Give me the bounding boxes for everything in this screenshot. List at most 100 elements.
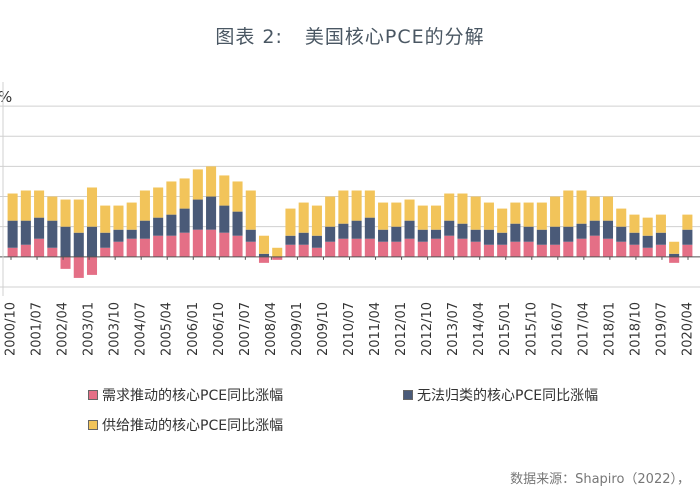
bar-demand (34, 238, 45, 257)
x-tick-label: 2015/10 (524, 302, 539, 356)
bar-demand (483, 244, 494, 257)
bar-unclassified (470, 229, 481, 242)
bar-unclassified (536, 229, 547, 245)
bar-unclassified (60, 226, 71, 257)
bar-supply (245, 190, 256, 230)
bar-unclassified (113, 229, 124, 242)
bar-demand (655, 244, 666, 257)
x-tick-label: 2001/07 (30, 302, 45, 356)
bar-unclassified (245, 229, 256, 242)
bar-unclassified (576, 223, 587, 239)
bar-demand (139, 238, 150, 257)
bar-demand (126, 238, 137, 257)
bar-demand (576, 238, 587, 257)
x-tick-label: 2007/07 (238, 302, 253, 356)
bar-supply (576, 190, 587, 224)
bar-supply (563, 190, 574, 227)
bar-supply (642, 217, 653, 236)
bar-demand (219, 232, 230, 257)
bar-supply (7, 193, 18, 221)
bar-demand (272, 256, 283, 260)
bar-supply (470, 196, 481, 230)
x-tick-label: 2002/04 (56, 302, 71, 356)
bar-supply (192, 169, 203, 200)
x-tick-label: 2003/01 (82, 302, 97, 356)
bar-supply (298, 202, 309, 233)
bar-unclassified (510, 223, 521, 242)
bar-supply (232, 181, 243, 212)
bar-demand (7, 247, 18, 257)
bar-unclassified (338, 223, 349, 239)
x-tick-label: 2010/07 (342, 302, 357, 356)
bar-supply (536, 202, 547, 230)
bar-demand (510, 241, 521, 257)
bar-supply (153, 187, 164, 218)
bar-unclassified (47, 220, 58, 248)
x-tick-label: 2018/10 (628, 302, 643, 356)
bar-unclassified (563, 226, 574, 242)
x-tick-label: 2006/01 (186, 302, 201, 356)
bar-demand (642, 247, 653, 257)
bar-unclassified (285, 235, 296, 245)
bar-demand (206, 229, 217, 257)
x-tick-label: 2018/01 (602, 302, 617, 356)
bar-demand (616, 241, 627, 257)
bar-demand (563, 241, 574, 257)
title-text: 美国核心PCE的分解 (304, 26, 485, 48)
bar-supply (166, 181, 177, 215)
bar-demand (629, 244, 640, 257)
bar-demand (258, 256, 270, 263)
bar-demand (192, 229, 203, 257)
x-tick-label: 2008/04 (264, 302, 279, 356)
bar-unclassified (602, 220, 614, 239)
bar-demand (669, 256, 680, 263)
bar-supply (523, 202, 534, 227)
bar-supply (179, 178, 190, 209)
bar-demand (497, 244, 508, 257)
figure-number: 图表 2: (215, 26, 283, 48)
bar-supply (311, 205, 322, 236)
x-tick-label: 2014/04 (472, 302, 487, 356)
bar-supply (100, 205, 111, 233)
legend-item-supply: 供给推动的核心PCE同比涨幅 (88, 415, 283, 435)
bar-unclassified (258, 253, 270, 257)
bar-demand (351, 238, 362, 257)
bar-supply (60, 199, 71, 227)
x-tick-label: 2009/01 (290, 302, 305, 356)
legend-swatch-unclassified (403, 390, 413, 400)
bar-unclassified (378, 229, 389, 242)
bar-supply (285, 208, 296, 236)
bar-unclassified (20, 220, 31, 245)
bar-supply (219, 175, 230, 206)
bar-supply (325, 196, 336, 227)
bar-supply (378, 202, 389, 230)
bar-demand (166, 235, 177, 257)
bar-unclassified (232, 211, 243, 236)
bar-unclassified (364, 217, 375, 239)
bar-unclassified (206, 196, 217, 230)
bar-supply (669, 241, 680, 254)
bar-unclassified (325, 226, 336, 242)
bar-unclassified (179, 208, 190, 233)
legend-label-unclassified: 无法归类的核心PCE同比涨幅 (417, 388, 599, 404)
bar-unclassified (497, 232, 508, 245)
x-tick-label: 2012/10 (420, 302, 435, 356)
bar-supply (550, 196, 561, 227)
bar-supply (602, 196, 614, 221)
bar-demand (364, 238, 375, 257)
bar-demand (298, 244, 309, 257)
bar-supply (364, 190, 375, 218)
bar-supply (629, 214, 640, 233)
bar-supply (86, 187, 98, 227)
bar-unclassified (311, 235, 322, 248)
chart-title: 图表 2: 美国核心PCE的分解 (0, 22, 700, 49)
bar-unclassified (523, 226, 534, 242)
bar-demand (536, 244, 547, 257)
bar-unclassified (219, 205, 230, 233)
bar-demand (682, 244, 693, 257)
bar-supply (404, 199, 415, 221)
bar-supply (391, 202, 402, 227)
bar-supply (510, 202, 521, 224)
